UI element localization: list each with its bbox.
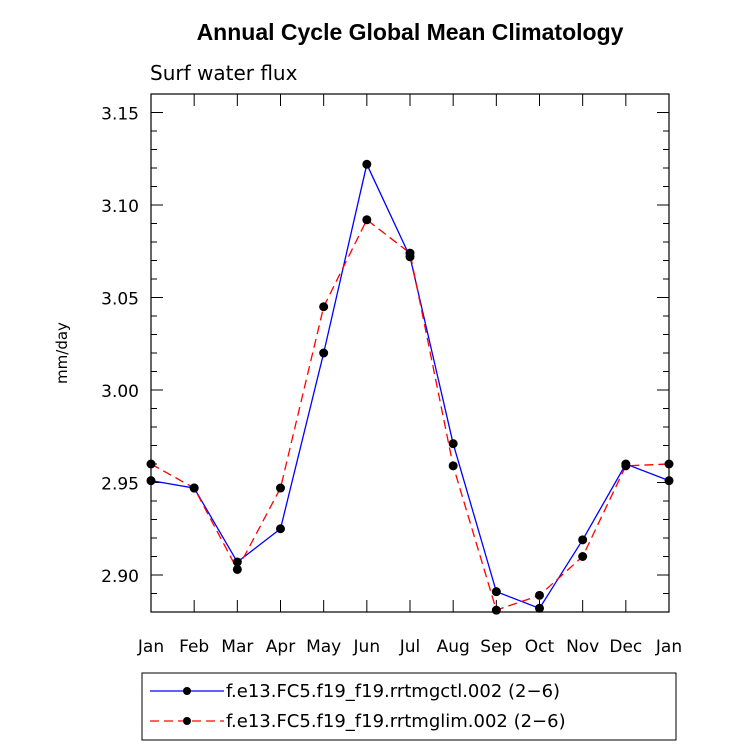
legend-marker-series-1 bbox=[183, 687, 191, 695]
plot-frame bbox=[150, 93, 670, 613]
series-line-1 bbox=[150, 162, 670, 610]
legend: f.e13.FC5.f19_f19.rrtmgctl.002 (2−6) f.e… bbox=[141, 672, 677, 741]
x-tick-label: Mar bbox=[221, 637, 253, 657]
x-tick-label: May bbox=[306, 637, 341, 657]
data-point-series-2 bbox=[448, 461, 458, 471]
data-point-series-2 bbox=[578, 552, 588, 561]
y-tick-label: 3.00 bbox=[101, 382, 139, 402]
x-tick-label: Aug bbox=[437, 637, 470, 657]
series-line-2 bbox=[150, 218, 670, 611]
data-point-series-2 bbox=[319, 302, 329, 312]
legend-label-series-1: f.e13.FC5.f19_f19.rrtmgctl.002 (2−6) bbox=[226, 681, 560, 702]
x-tick-label: Apr bbox=[266, 637, 295, 657]
x-tick-label: Jan bbox=[137, 637, 164, 657]
data-point-series-2 bbox=[146, 459, 156, 469]
x-tick-label: Oct bbox=[525, 637, 555, 657]
y-axis-ticks: 2.90 2.95 3.00 3.05 3.10 3.15 bbox=[101, 93, 669, 613]
data-point-series-2 bbox=[621, 461, 631, 471]
data-point-series-1 bbox=[276, 524, 285, 534]
x-tick-label: Sep bbox=[480, 637, 512, 657]
data-point-series-1 bbox=[491, 587, 501, 597]
x-axis-ticks: Jan Feb Mar Apr May Jun Jul Aug Sep Oct Nov Dec Jan bbox=[137, 94, 682, 657]
y-axis-label: mm/day bbox=[53, 322, 71, 384]
data-point-series-1 bbox=[232, 557, 242, 567]
chart-subtitle: Surf water flux bbox=[150, 61, 298, 85]
legend-box bbox=[141, 672, 677, 741]
data-point-series-1 bbox=[664, 476, 674, 486]
data-point-series-2 bbox=[362, 215, 372, 225]
x-tick-label: Jun bbox=[353, 637, 381, 657]
data-point-series-1 bbox=[535, 603, 544, 613]
y-tick-label: 3.10 bbox=[101, 197, 139, 217]
data-point-series-2 bbox=[276, 483, 285, 493]
data-point-series-1 bbox=[362, 159, 372, 169]
x-tick-label: Dec bbox=[609, 637, 642, 657]
y-tick-label: 3.05 bbox=[101, 290, 139, 310]
y-tick-label: 2.95 bbox=[101, 475, 139, 495]
y-tick-label: 2.90 bbox=[101, 567, 139, 587]
data-point-series-2 bbox=[535, 590, 544, 600]
chart-title: Annual Cycle Global Mean Climatology bbox=[197, 19, 624, 45]
legend-label-series-2: f.e13.FC5.f19_f19.rrtmglim.002 (2−6) bbox=[226, 711, 566, 732]
data-point-series-2 bbox=[491, 605, 501, 615]
series-group bbox=[146, 159, 674, 615]
x-tick-label: Nov bbox=[566, 637, 599, 657]
x-tick-label: Feb bbox=[179, 637, 209, 657]
data-point-series-1 bbox=[448, 439, 458, 449]
data-point-series-2 bbox=[232, 564, 242, 574]
y-tick-label: 3.15 bbox=[101, 105, 139, 125]
x-tick-label: Jan bbox=[655, 637, 682, 657]
data-point-series-2 bbox=[664, 459, 674, 469]
data-point-series-2 bbox=[189, 483, 199, 493]
data-point-series-2 bbox=[405, 248, 415, 258]
legend-marker-series-2 bbox=[183, 717, 191, 725]
data-point-series-1 bbox=[319, 348, 329, 358]
x-tick-label: Jul bbox=[399, 637, 421, 657]
data-point-series-1 bbox=[146, 476, 156, 486]
data-point-series-1 bbox=[578, 535, 588, 545]
